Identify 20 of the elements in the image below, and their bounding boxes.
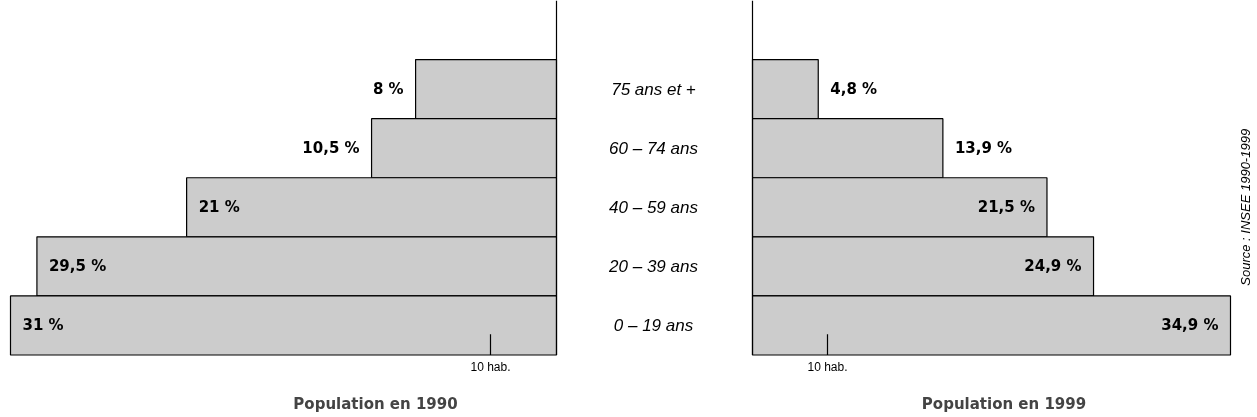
text: Population en 1990: [293, 394, 458, 413]
data-label: 21,5 %: [977, 198, 1035, 217]
text: Population en 1999: [921, 394, 1087, 413]
data-label: 31 %: [22, 316, 64, 335]
data-label: 24,9 %: [1024, 257, 1082, 276]
data-label: 4,8 %: [830, 80, 878, 99]
source-note: Source : INSEE 1990-1999: [1238, 128, 1253, 286]
y-tick-label: 60 – 74 ans: [609, 138, 699, 158]
data-label: 8 %: [372, 80, 404, 99]
data-label: 21 %: [198, 198, 240, 217]
y-tick-label: 75 ans et +: [611, 79, 696, 99]
data-label: 29,5 %: [48, 257, 107, 276]
text: 10 hab.: [807, 359, 848, 374]
y-tick-label: 0 – 19 ans: [613, 315, 694, 335]
text: 10 hab.: [470, 359, 511, 374]
data-label: 10,5 %: [302, 139, 360, 158]
data-label: 13,9 %: [954, 139, 1013, 158]
data-label: 34,9 %: [1161, 316, 1219, 335]
y-tick-label: 20 – 39 ans: [608, 256, 699, 276]
y-tick-label: 40 – 59 ans: [609, 197, 699, 217]
